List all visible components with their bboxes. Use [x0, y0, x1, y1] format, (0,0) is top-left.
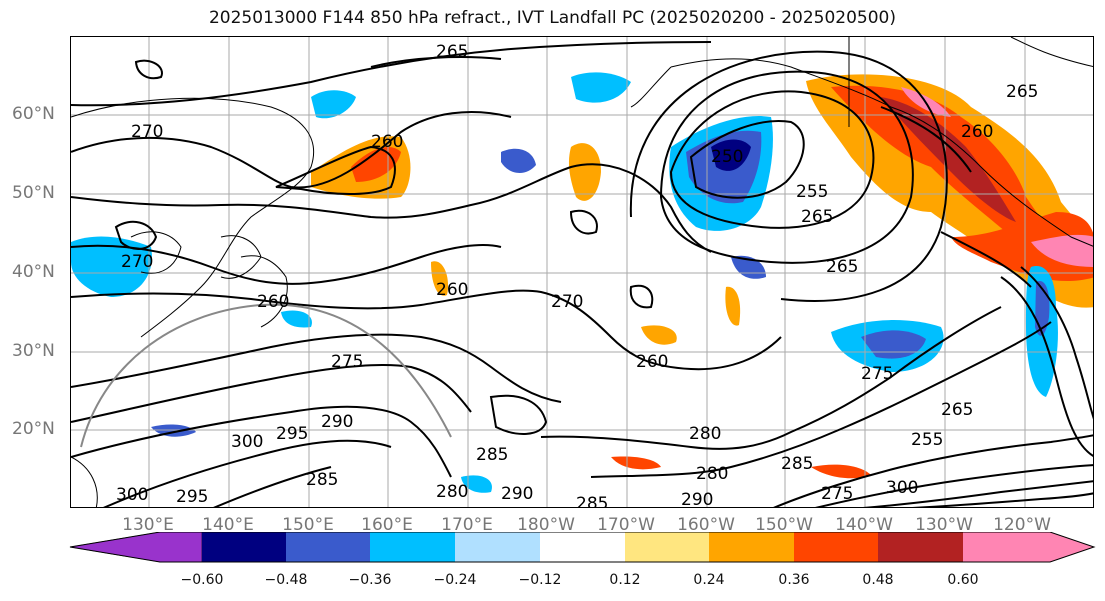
contour-label: 290 — [501, 484, 533, 504]
contour-label: 285 — [306, 470, 338, 490]
colorbar-segment — [202, 532, 286, 562]
contour-label: 270 — [121, 252, 153, 272]
colorbar-segment — [540, 532, 625, 562]
lat-label: 50°N — [12, 183, 55, 203]
graticule — [71, 37, 1093, 507]
lon-label: 170°W — [597, 515, 655, 535]
negative-anomaly-region — [461, 475, 492, 493]
great-circle-arc — [80, 303, 452, 448]
contour-label: 290 — [321, 412, 353, 432]
map-panel: 265 270 260 250 255 265 265 260 270 260 … — [70, 36, 1094, 508]
colorbar-segments — [69, 532, 1094, 563]
contour-label: 260 — [371, 132, 403, 152]
lon-label: 140°E — [202, 515, 254, 535]
contour-label: 290 — [681, 490, 713, 508]
lat-label: 40°N — [12, 262, 55, 282]
contour-label: 260 — [961, 122, 993, 142]
contour-label: 280 — [436, 482, 468, 502]
negative-anomaly-region — [281, 310, 312, 328]
positive-anomaly-region — [611, 456, 661, 470]
positive-anomaly-region — [951, 212, 1093, 282]
colorbar-segment — [625, 532, 709, 562]
positive-anomaly-region — [568, 143, 601, 201]
map-canvas: 265 270 260 250 255 265 265 260 270 260 … — [71, 37, 1093, 508]
colorbar — [69, 532, 1096, 563]
positive-anomaly-region — [811, 464, 871, 479]
lon-label: 160°E — [361, 515, 413, 535]
colorbar-tick: 0.24 — [693, 572, 725, 588]
negative-anomaly-region — [71, 236, 152, 297]
contour-label: 300 — [231, 432, 263, 452]
colorbar-tick: −0.60 — [180, 572, 224, 588]
colorbar-segment — [878, 532, 963, 562]
contour-label: 270 — [131, 122, 163, 142]
map-title: 2025013000 F144 850 hPa refract., IVT La… — [208, 8, 896, 28]
negative-anomaly-region — [311, 90, 356, 119]
contour-label: 300 — [886, 478, 918, 498]
contour-label: 280 — [689, 424, 721, 444]
contour-label: 275 — [821, 484, 853, 504]
colorbar-tick: 0.60 — [947, 572, 979, 588]
contour-label: 260 — [636, 352, 668, 372]
contour-label: 270 — [551, 292, 583, 312]
colorbar-segment — [455, 532, 540, 562]
positive-anomaly-region — [725, 286, 741, 326]
contour-label: 255 — [796, 182, 828, 202]
colorbar-tick: 0.36 — [778, 572, 810, 588]
colorbar-tick: −0.24 — [433, 572, 477, 588]
positive-anomaly-region — [881, 97, 1016, 222]
lon-label: 150°W — [755, 515, 813, 535]
contour-label: 285 — [576, 494, 608, 508]
refractivity-contours — [71, 41, 1093, 507]
contour-label: 265 — [436, 42, 468, 62]
lon-label: 130°W — [915, 515, 973, 535]
colorbar-segment — [794, 532, 878, 562]
lon-label: 130°E — [122, 515, 174, 535]
negative-anomaly-region — [501, 148, 536, 173]
colorbar-outline — [69, 532, 1096, 563]
contour-label: 285 — [781, 454, 813, 474]
lon-label: 120°W — [993, 515, 1051, 535]
contour-label: 265 — [1006, 82, 1038, 102]
contour-label: 260 — [257, 292, 289, 312]
contour-label: 295 — [276, 424, 308, 444]
lon-label: 160°W — [677, 515, 735, 535]
colorbar-tick: 0.12 — [609, 572, 641, 588]
contour-label: 255 — [911, 430, 943, 450]
contour-label: 295 — [176, 487, 208, 507]
negative-anomaly-region — [711, 139, 751, 171]
contour-label: 300 — [116, 485, 148, 505]
negative-anomaly-region — [571, 72, 631, 103]
colorbar-tick: −0.48 — [264, 572, 308, 588]
colorbar-tick: −0.36 — [348, 572, 392, 588]
contour-label: 265 — [941, 400, 973, 420]
colorbar-segment — [370, 532, 455, 562]
lat-label: 20°N — [12, 419, 55, 439]
lat-label: 60°N — [12, 104, 55, 124]
colorbar-segment — [709, 532, 794, 562]
lon-label: 180°W — [517, 515, 575, 535]
contour-label: 265 — [801, 207, 833, 227]
lat-label: 30°N — [12, 341, 55, 361]
contour-label: 250 — [711, 147, 743, 167]
contour-label: 265 — [826, 257, 858, 277]
contour-label: 285 — [476, 445, 508, 465]
contour-label: 275 — [331, 352, 363, 372]
contour-label: 260 — [436, 280, 468, 300]
positive-anomaly-region — [431, 261, 449, 296]
colorbar-tick: −0.12 — [518, 572, 562, 588]
contour-label-layer: 265 270 260 250 255 265 265 260 270 260 … — [116, 42, 1038, 508]
lon-label: 150°E — [282, 515, 334, 535]
contour-label: 280 — [696, 464, 728, 484]
positive-anomaly-region — [1031, 234, 1093, 267]
colorbar-segment — [286, 532, 370, 562]
contour-label: 275 — [861, 364, 893, 384]
colorbar-tick: 0.48 — [862, 572, 894, 588]
colorbar-segment — [963, 532, 1094, 562]
positive-anomaly-region — [831, 85, 1071, 268]
lon-label: 170°E — [441, 515, 493, 535]
lon-label: 140°W — [835, 515, 893, 535]
positive-anomaly-region — [641, 325, 677, 345]
